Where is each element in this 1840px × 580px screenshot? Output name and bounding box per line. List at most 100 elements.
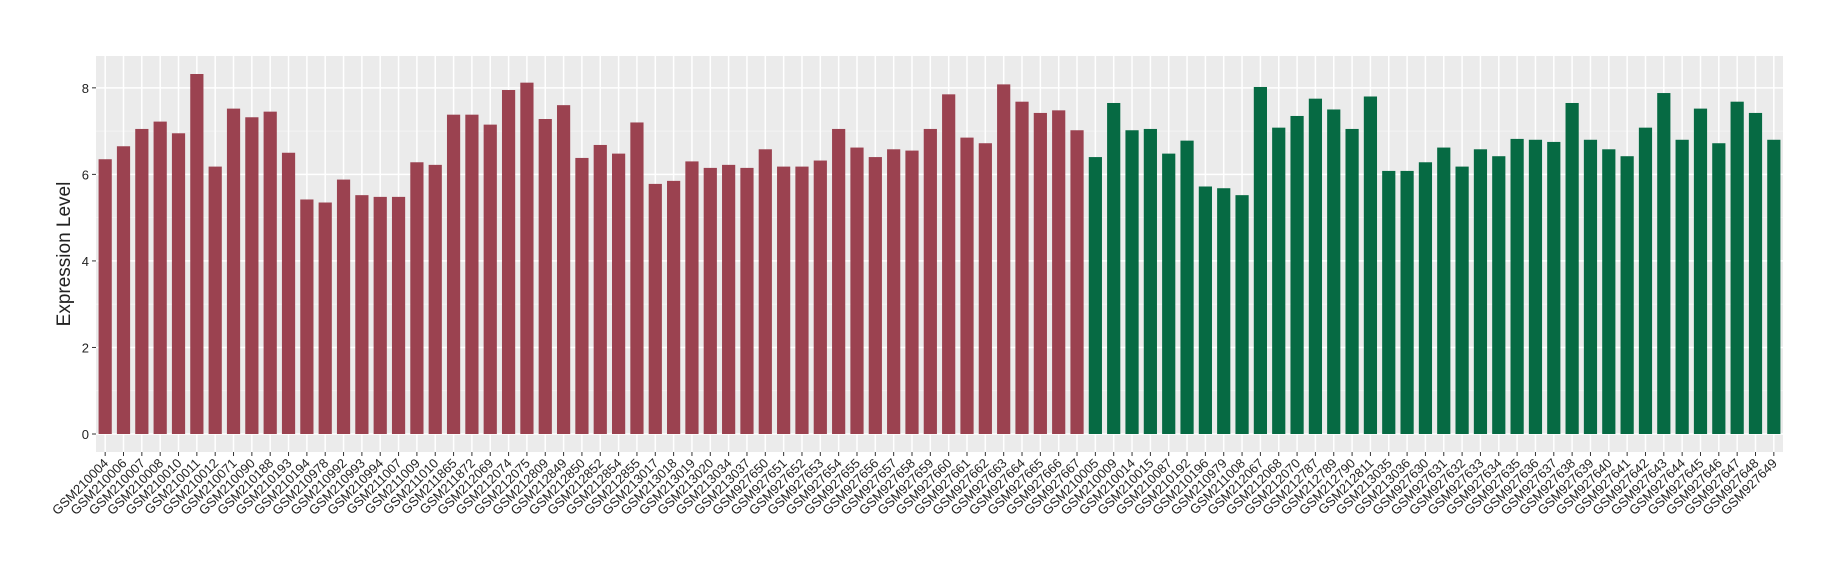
bar — [410, 162, 424, 434]
bar — [868, 157, 882, 435]
bar — [135, 128, 149, 435]
bar — [171, 133, 186, 434]
bar — [556, 105, 571, 435]
bar — [630, 122, 644, 434]
bar — [923, 128, 937, 435]
bar — [245, 117, 259, 435]
bar — [501, 90, 516, 434]
bar — [1382, 170, 1396, 434]
bar — [1345, 128, 1359, 435]
bar — [1143, 128, 1157, 435]
bar — [1363, 96, 1378, 434]
bar — [997, 84, 1011, 434]
bar — [905, 150, 919, 434]
bar — [1693, 108, 1708, 434]
bar — [942, 94, 956, 434]
bar — [1437, 147, 1451, 435]
bar — [978, 143, 992, 434]
bar — [318, 202, 332, 434]
bar — [1528, 139, 1543, 434]
bar — [391, 196, 406, 434]
bar — [740, 167, 754, 434]
bar — [1473, 149, 1488, 435]
y-tick-label: 0 — [82, 427, 89, 442]
bar — [1748, 112, 1763, 434]
bar — [336, 179, 351, 434]
bar — [483, 124, 497, 434]
bar — [850, 147, 864, 435]
bar — [1125, 130, 1139, 434]
bar — [1052, 110, 1066, 434]
bar — [1088, 157, 1102, 435]
bar — [648, 183, 662, 434]
bar — [1107, 102, 1121, 434]
bar — [1565, 102, 1579, 434]
bar — [703, 167, 717, 434]
bar — [300, 199, 314, 434]
bar — [813, 160, 827, 435]
bar — [1033, 112, 1047, 434]
bar — [1180, 140, 1194, 434]
bar — [1675, 139, 1689, 434]
bar — [1015, 101, 1029, 434]
bar — [887, 149, 901, 435]
bar — [520, 82, 534, 435]
bar — [593, 144, 607, 434]
bar — [575, 157, 589, 434]
bar — [428, 164, 442, 434]
bar — [116, 146, 131, 434]
bar — [1547, 141, 1561, 435]
bar — [777, 166, 791, 434]
bar — [960, 137, 974, 434]
bar — [263, 111, 277, 435]
y-tick-label: 6 — [82, 167, 89, 182]
bar — [795, 166, 809, 434]
bar — [1638, 127, 1653, 435]
bar — [1235, 195, 1249, 434]
bar — [1455, 166, 1469, 434]
bar — [1070, 130, 1084, 434]
bar — [1492, 156, 1506, 434]
bar — [1162, 153, 1176, 434]
y-tick-label: 4 — [82, 254, 89, 269]
bar — [465, 114, 479, 434]
bar — [1602, 149, 1616, 435]
bar — [1290, 115, 1304, 434]
bar — [1730, 101, 1744, 434]
bar — [226, 108, 241, 434]
bar — [281, 152, 296, 434]
bar — [758, 149, 772, 435]
bar — [1308, 98, 1323, 435]
bar — [722, 164, 736, 434]
bar — [1327, 109, 1341, 434]
bar — [685, 161, 699, 434]
bar — [355, 195, 369, 434]
bar — [1198, 186, 1212, 434]
bar — [1657, 93, 1671, 435]
bar — [1217, 188, 1231, 434]
bar — [1400, 170, 1414, 434]
bar — [1620, 156, 1634, 434]
bar — [1510, 138, 1524, 434]
bar — [190, 74, 204, 434]
bar — [1272, 127, 1286, 435]
y-axis-label: Expression Level — [54, 182, 75, 327]
bar — [1253, 86, 1267, 434]
bar — [153, 121, 167, 434]
y-tick-label: 8 — [82, 81, 89, 96]
bar — [1767, 139, 1781, 434]
bar — [1418, 162, 1433, 434]
bar — [1583, 139, 1598, 434]
bar — [1712, 143, 1726, 434]
bar — [98, 159, 112, 434]
bar — [446, 114, 461, 434]
y-tick-label: 2 — [82, 340, 89, 355]
bar — [832, 128, 846, 435]
bar — [667, 180, 681, 434]
bar — [208, 166, 222, 434]
bar — [538, 119, 552, 434]
bar — [373, 196, 387, 434]
bar — [612, 153, 626, 434]
